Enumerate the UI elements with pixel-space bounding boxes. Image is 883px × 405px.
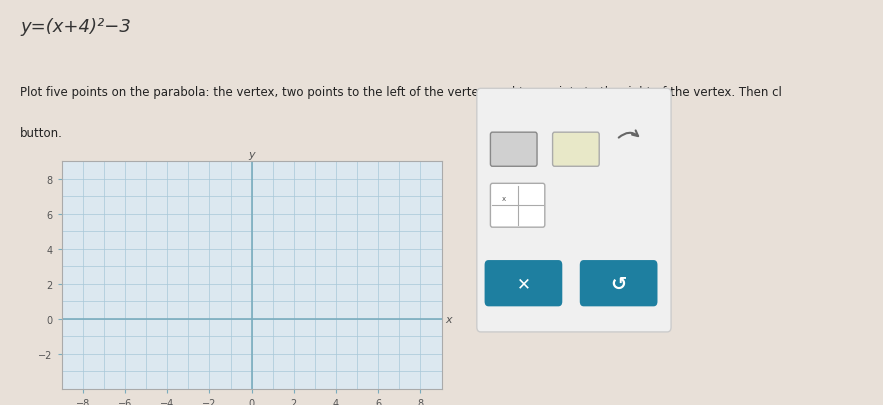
FancyBboxPatch shape	[485, 260, 562, 307]
Text: y=(x+4)²−3: y=(x+4)²−3	[20, 18, 132, 36]
FancyBboxPatch shape	[580, 260, 658, 307]
FancyBboxPatch shape	[490, 133, 537, 167]
Text: ✕: ✕	[517, 275, 531, 292]
Text: button.: button.	[20, 126, 64, 139]
FancyBboxPatch shape	[477, 89, 671, 332]
Text: x: x	[502, 196, 506, 201]
FancyBboxPatch shape	[553, 133, 600, 167]
Text: x: x	[445, 314, 452, 324]
Text: ↺: ↺	[610, 274, 627, 293]
Text: y: y	[248, 150, 255, 160]
FancyBboxPatch shape	[490, 184, 545, 228]
Text: Plot five points on the parabola: the vertex, two points to the left of the vert: Plot five points on the parabola: the ve…	[20, 86, 782, 99]
